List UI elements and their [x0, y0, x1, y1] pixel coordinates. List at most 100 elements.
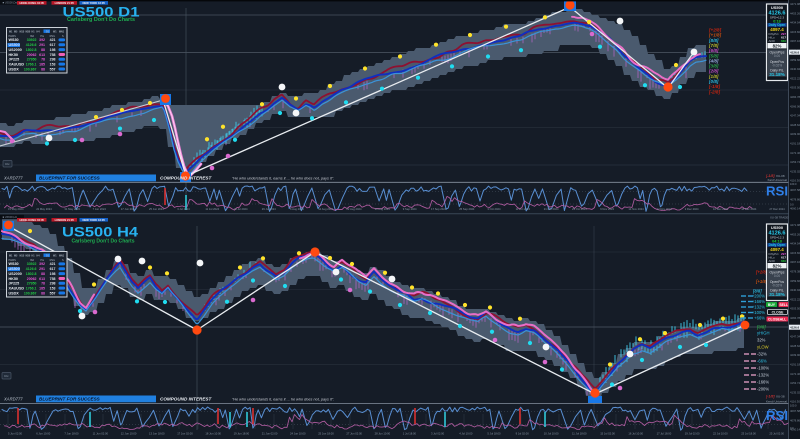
svg-text:24 Jun 10:00: 24 Jun 10:00 [290, 432, 306, 436]
svg-text:4126.6: 4126.6 [790, 326, 800, 330]
svg-text:4322.22: 4322.22 [790, 76, 800, 80]
svg-text:613: 613 [39, 277, 45, 281]
svg-text:RSI: RSI [766, 408, 788, 423]
svg-text:4453.26: 4453.26 [790, 232, 800, 236]
svg-text:RSIx: RSIx [50, 259, 56, 262]
svg-text:758: 758 [50, 53, 56, 57]
svg-text:Pts: Pts [40, 259, 44, 262]
svg-text:4247.34: 4247.34 [790, 114, 800, 118]
svg-text:[4/8]: [4/8] [708, 58, 719, 63]
svg-text:USDX: USDX [9, 67, 20, 71]
svg-text:25 Sep 2024: 25 Sep 2024 [459, 207, 475, 211]
svg-text:[8/8]: [8/8] [708, 38, 719, 43]
svg-text:Daily P/L: Daily P/L [770, 288, 784, 292]
svg-text:M15: M15 [20, 30, 25, 33]
svg-text:1802.8: 1802.8 [26, 48, 37, 52]
svg-text:557: 557 [50, 291, 56, 295]
svg-text:660: 660 [781, 259, 786, 263]
svg-text:OpenPos: OpenPos [770, 280, 784, 284]
svg-text:D1: D1 [46, 254, 50, 257]
svg-text:27 Dec 2024: 27 Dec 2024 [769, 207, 785, 211]
svg-text:US500: US500 [9, 267, 20, 271]
svg-text:M1: M1 [9, 254, 13, 257]
svg-text:4135.02: 4135.02 [790, 390, 800, 394]
svg-text:D1: D1 [46, 30, 50, 33]
svg-text:100.867: 100.867 [24, 291, 37, 295]
svg-text:4078.86: 4078.86 [790, 418, 800, 422]
svg-text:4247.34: 4247.34 [790, 335, 800, 339]
svg-text:HiLo: HiLo [769, 36, 776, 40]
svg-text:H4: H4 [37, 254, 41, 257]
svg-text:S: S [62, 259, 64, 262]
svg-text:0:18: 0:18 [773, 19, 781, 23]
svg-text:M5: M5 [14, 254, 18, 257]
svg-text:“He who understands it, earns: “He who understands it, earns it ... he … [232, 398, 334, 402]
svg-text:“He who understands it, earns: “He who understands it, earns it ... he … [232, 177, 334, 181]
svg-text:-100%: -100% [757, 366, 769, 371]
svg-text:18 Jun 10:00: 18 Jun 10:00 [205, 432, 221, 436]
svg-text:04:18: 04:18 [772, 239, 782, 243]
svg-text:+166%: +166% [752, 299, 765, 304]
svg-text:22 Jul 10:00: 22 Jul 10:00 [713, 432, 728, 436]
svg-text:25 Jun 18:00: 25 Jun 18:00 [318, 432, 334, 436]
svg-text:4116.30: 4116.30 [790, 179, 800, 183]
svg-text:US2000: US2000 [9, 272, 22, 276]
svg-text:[-2/8]: [-2/8] [708, 89, 720, 94]
svg-text:11 Oct 2024: 11 Oct 2024 [516, 207, 531, 211]
svg-text:4359.66: 4359.66 [790, 279, 800, 283]
svg-text:CLOSEALL: CLOSEALL [768, 317, 786, 321]
svg-text:20062: 20062 [27, 277, 37, 281]
svg-text:[-1/8]: [-1/8] [708, 84, 720, 89]
svg-text:28 Jun 10:00: 28 Jun 10:00 [375, 432, 391, 436]
svg-text:HK50: HK50 [9, 53, 18, 57]
svg-text:21 Oct 2024: 21 Oct 2024 [544, 207, 559, 211]
svg-text:31.18%: 31.18% [769, 292, 785, 297]
svg-text:617: 617 [50, 267, 56, 271]
svg-text:11 Jul 2024: 11 Jul 2024 [205, 207, 219, 211]
svg-text:421: 421 [50, 262, 56, 266]
svg-text:617: 617 [781, 256, 786, 260]
svg-text:HK50: HK50 [9, 277, 18, 281]
svg-text:153: 153 [50, 286, 56, 290]
svg-text:ADR: ADR [769, 39, 776, 43]
svg-text:4471.98: 4471.98 [790, 2, 800, 6]
svg-text:19 Jul 2024: 19 Jul 2024 [234, 207, 248, 211]
svg-text:27950: 27950 [27, 58, 37, 62]
svg-text:XAUUSD: XAUUSD [9, 62, 25, 66]
svg-text:-32%: -32% [757, 352, 767, 357]
svg-text:4097.58: 4097.58 [790, 409, 800, 413]
svg-text:[8/8]: [8/8] [752, 288, 762, 293]
svg-text:OpenPips: OpenPips [770, 270, 785, 274]
svg-text:Pts: Pts [40, 35, 44, 38]
svg-text:XARD777: XARD777 [3, 176, 23, 181]
svg-text:■ US500,H4: ■ US500,H4 [3, 215, 18, 219]
svg-text:19 Jul 02:00: 19 Jul 02:00 [685, 432, 700, 436]
svg-text:4 Jul 10:00: 4 Jul 10:00 [459, 432, 473, 436]
svg-text:32%: 32% [757, 338, 766, 343]
svg-text:-0.02%: -0.02% [772, 283, 782, 287]
svg-text:4097.4: 4097.4 [770, 27, 784, 32]
svg-text:XU-38 TRADEPAD□: XU-38 TRADEPAD□ [770, 215, 796, 219]
svg-text:613: 613 [39, 53, 45, 57]
svg-text:100.0: 100.0 [790, 404, 797, 408]
svg-text:Carlsberg Don't Do Charts: Carlsberg Don't Do Charts [72, 238, 136, 244]
svg-text:4340.94: 4340.94 [790, 67, 800, 71]
svg-text:H1: H1 [32, 30, 36, 33]
svg-text:4303.50: 4303.50 [790, 86, 800, 90]
svg-text:4228.62: 4228.62 [790, 123, 800, 127]
svg-text:USDX: USDX [9, 291, 20, 295]
svg-text:-166%: -166% [757, 380, 769, 385]
svg-text:4434.54: 4434.54 [790, 21, 800, 25]
svg-text:4378.38: 4378.38 [790, 270, 800, 274]
svg-text:617: 617 [781, 36, 786, 40]
svg-text:392: 392 [39, 38, 45, 42]
svg-text:US500 D1: US500 D1 [63, 3, 140, 19]
svg-text:Daily Open: Daily Open [769, 23, 786, 27]
svg-text:US500: US500 [9, 43, 20, 47]
svg-text:US500: US500 [771, 225, 784, 230]
svg-text:OpenPips: OpenPips [770, 50, 785, 54]
svg-text:22 Aug 2024: 22 Aug 2024 [346, 207, 362, 211]
svg-text:CIx: CIx [4, 374, 9, 378]
svg-text:[-1/8]: [-1/8] [765, 395, 775, 399]
svg-text:153: 153 [50, 62, 56, 66]
